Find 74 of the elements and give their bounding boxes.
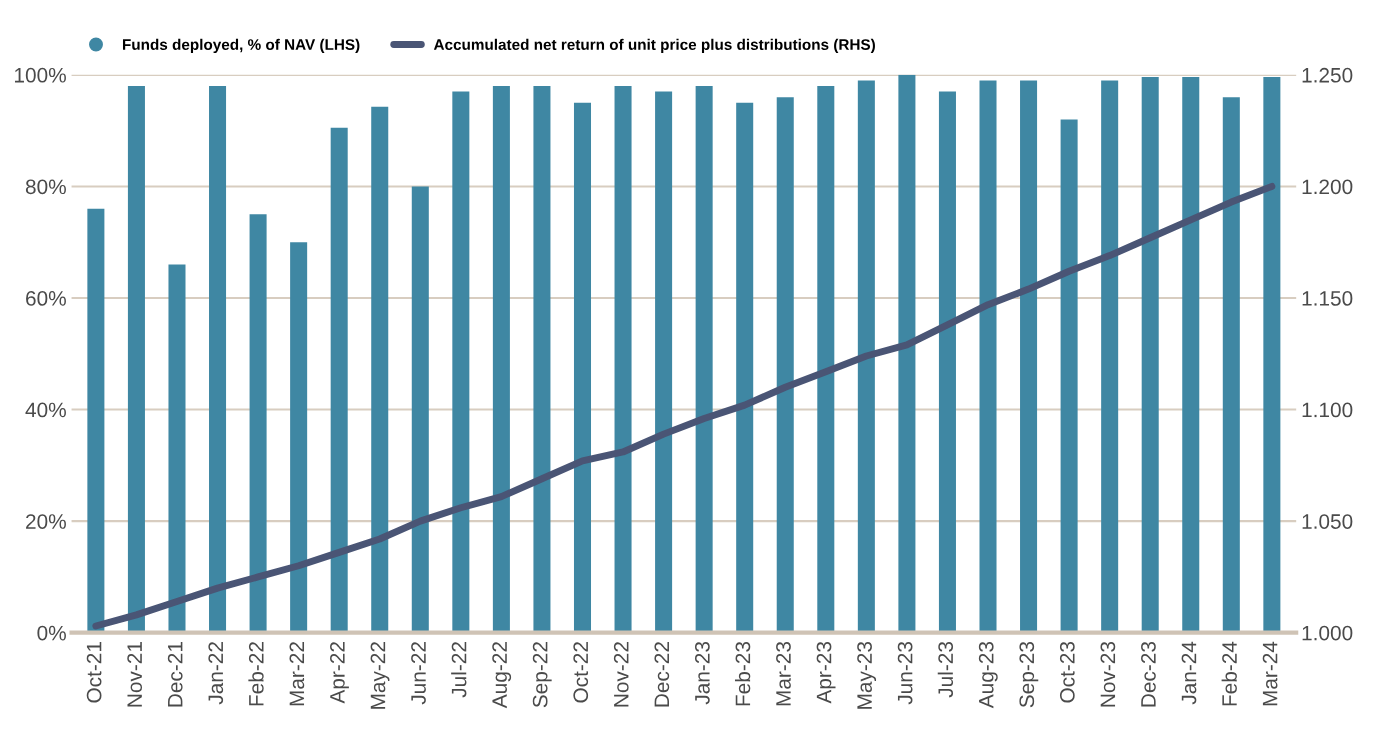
y-tick-label: 100% — [15, 67, 66, 83]
bar — [249, 214, 267, 633]
bar — [614, 86, 632, 633]
bar — [857, 80, 875, 633]
y2-tick-label: 1.100 — [1302, 402, 1353, 418]
bar — [979, 80, 997, 633]
bar — [533, 86, 551, 633]
x-tick-label: Aug-22 — [492, 642, 512, 709]
bar — [127, 86, 145, 633]
x-tick-label: Nov-22 — [613, 642, 629, 707]
bar — [209, 86, 227, 633]
bar — [330, 127, 348, 633]
x-tick-label: Apr-22 — [330, 642, 349, 704]
bar — [776, 97, 794, 633]
bar — [371, 106, 389, 633]
x-tick-label: Sep-23 — [1019, 641, 1039, 708]
y2-tick-label: 1.000 — [1302, 625, 1353, 641]
bar — [736, 102, 754, 633]
x-tick-label: Nov-23 — [1100, 641, 1116, 707]
bar — [817, 86, 835, 633]
x-tick-label: Mar-22 — [289, 642, 305, 706]
x-tick-label: Sep-22 — [532, 642, 552, 708]
y-tick-label: 60% — [26, 291, 66, 306]
x-tick-label: Jul-23 — [937, 641, 954, 698]
y-tick-label: 20% — [26, 514, 66, 529]
y2-tick-label: 1.250 — [1302, 67, 1353, 83]
bar — [898, 74, 916, 633]
bar — [655, 91, 673, 633]
x-tick-label: Feb-22 — [248, 642, 264, 706]
bar — [452, 91, 470, 633]
bar — [695, 86, 713, 633]
bar — [290, 242, 308, 633]
bar — [938, 91, 956, 633]
x-tick-label: Jun-22 — [411, 642, 426, 705]
bar — [1141, 77, 1159, 633]
y2-tick-label: 1.200 — [1302, 179, 1353, 195]
legend-label: Accumulated net return of unit price plus distributions (RHS) — [433, 38, 875, 54]
bar — [168, 264, 186, 633]
x-tick-label: Mar-23 — [776, 641, 791, 706]
x-tick-label: Dec-23 — [1141, 641, 1156, 707]
x-tick-label: Feb-23 — [734, 641, 751, 706]
bar — [1101, 80, 1119, 633]
x-tick-label: Nov-21 — [127, 642, 143, 707]
x-tick-label: Jul-22 — [451, 642, 467, 698]
x-tick-label: Oct-21 — [86, 642, 102, 703]
x-tick-label: Oct-23 — [1059, 641, 1075, 703]
x-tick-label: Mar-24 — [1262, 641, 1278, 706]
x-tick-label: Apr-23 — [816, 641, 836, 704]
x-tick-label: Jan-24 — [1181, 641, 1197, 705]
bar — [1020, 80, 1038, 633]
y-tick-label: 40% — [25, 402, 66, 418]
bar — [1060, 119, 1078, 633]
x-tick-label: May-22 — [370, 642, 390, 709]
y2-tick-label: 1.050 — [1302, 514, 1353, 529]
y2-tick-label: 1.150 — [1302, 291, 1353, 306]
x-tick-label: Dec-21 — [167, 642, 183, 707]
x-tick-label: May-23 — [857, 641, 877, 709]
bar — [411, 186, 429, 633]
x-tick-label: Oct-22 — [573, 642, 589, 703]
x-tick-label: Aug-23 — [978, 641, 998, 709]
legend-label: Funds deployed, % of NAV (LHS) — [122, 38, 360, 54]
x-tick-label: Dec-22 — [654, 642, 670, 707]
x-tick-label: Jan-22 — [208, 642, 224, 705]
bar — [1222, 97, 1240, 633]
y-tick-label: 80% — [25, 179, 66, 195]
bar — [1263, 77, 1281, 633]
x-tick-label: Jan-23 — [694, 641, 710, 705]
x-tick-label: Feb-24 — [1221, 641, 1237, 706]
y-tick-label: 0% — [37, 625, 66, 641]
bar — [573, 102, 592, 633]
bar — [87, 208, 105, 633]
x-tick-label: Jun-23 — [897, 641, 913, 705]
bar — [1182, 77, 1200, 633]
bar — [492, 86, 510, 633]
